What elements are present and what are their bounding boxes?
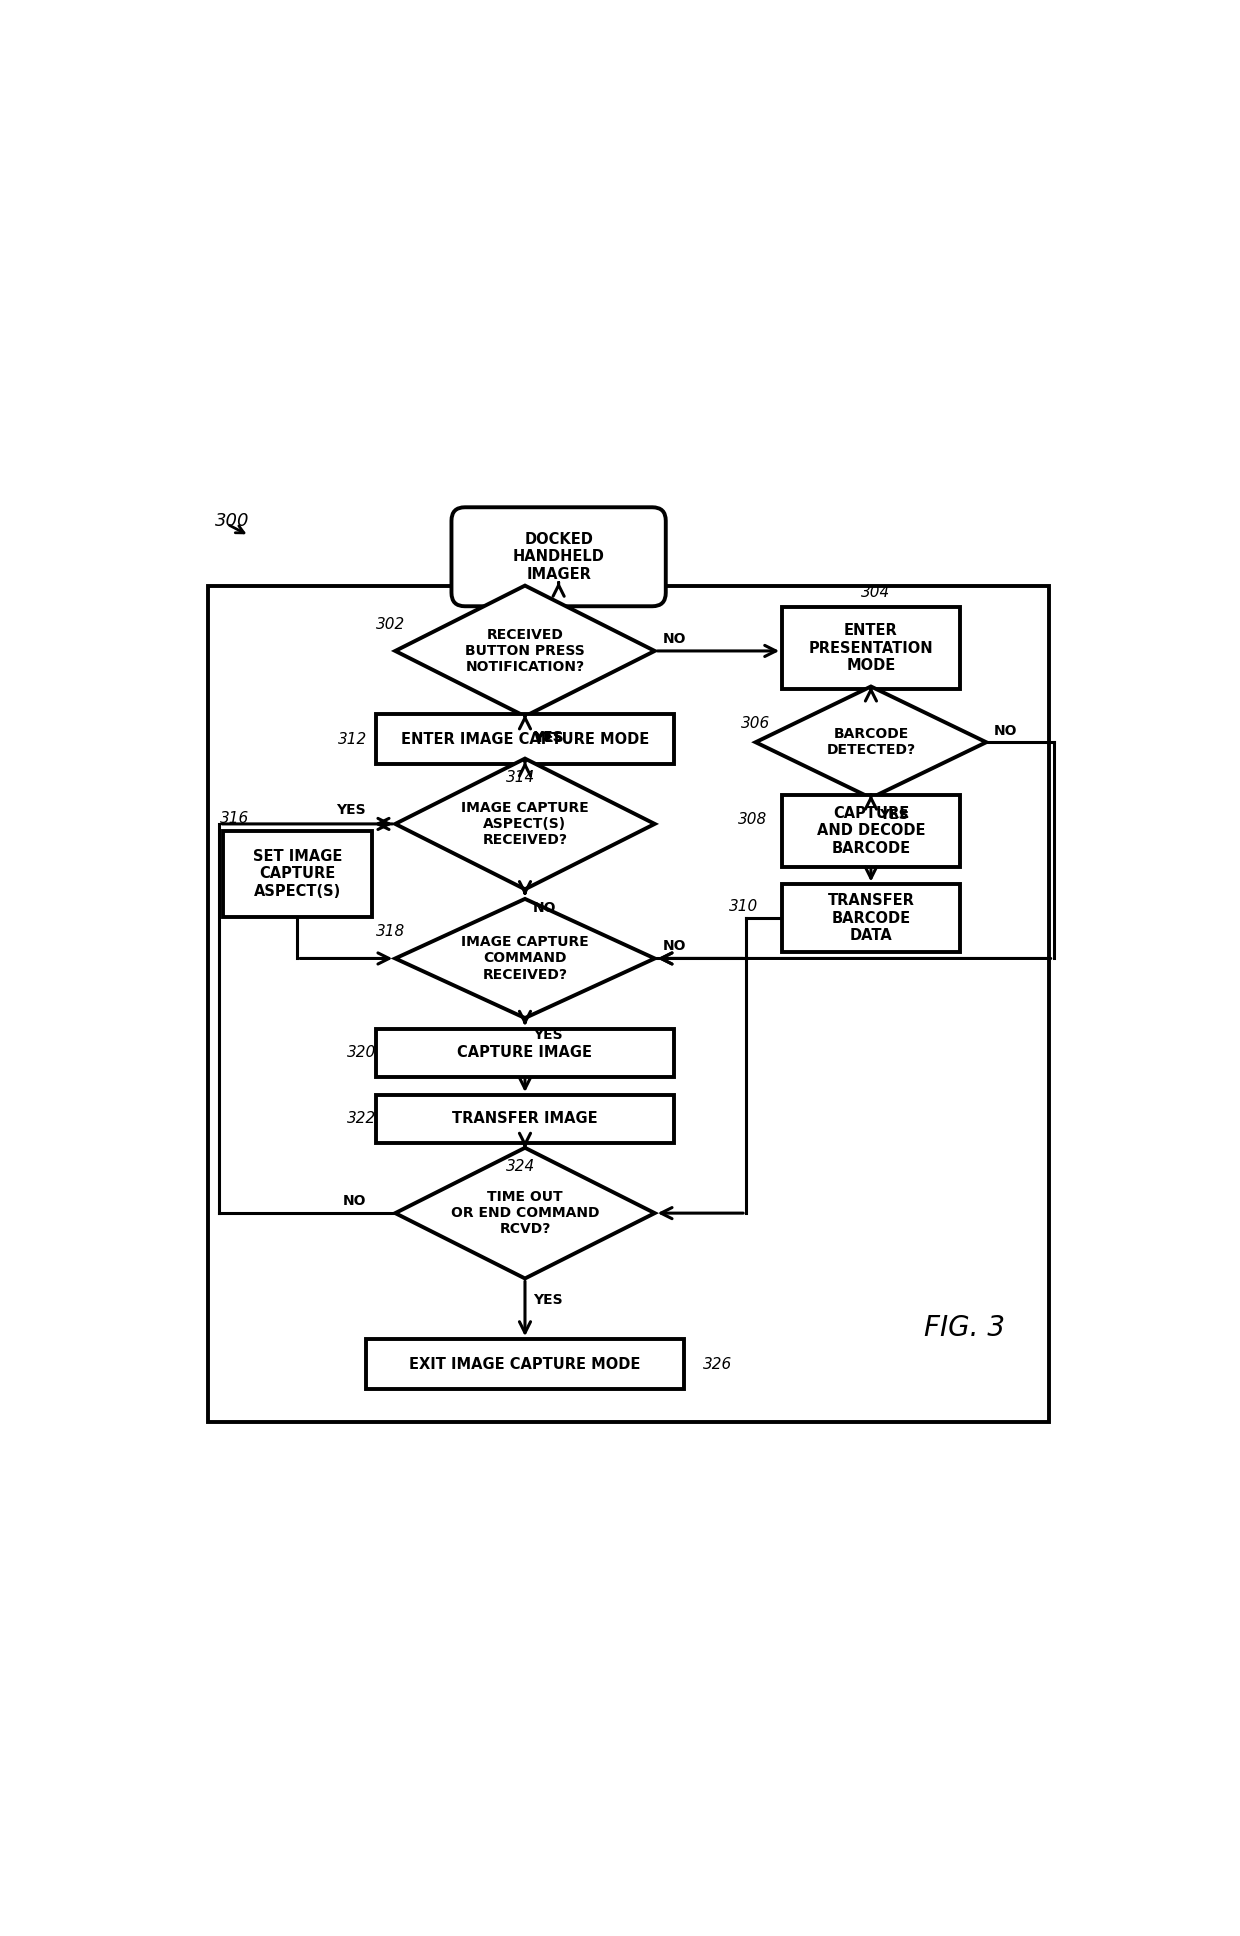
Text: 318: 318 xyxy=(376,923,405,939)
Bar xyxy=(782,608,960,689)
Polygon shape xyxy=(396,898,655,1018)
Text: 310: 310 xyxy=(729,898,758,914)
Bar xyxy=(208,585,1049,1421)
Text: NO: NO xyxy=(342,1195,366,1208)
Text: 312: 312 xyxy=(337,732,367,747)
Polygon shape xyxy=(396,759,655,889)
Text: IMAGE CAPTURE
ASPECT(S)
RECEIVED?: IMAGE CAPTURE ASPECT(S) RECEIVED? xyxy=(461,802,589,848)
Polygon shape xyxy=(755,687,986,798)
Text: CAPTURE
AND DECODE
BARCODE: CAPTURE AND DECODE BARCODE xyxy=(817,805,925,856)
Text: 314: 314 xyxy=(506,771,534,786)
Text: YES: YES xyxy=(533,1028,562,1042)
Text: NO: NO xyxy=(533,902,557,916)
Text: TIME OUT
OR END COMMAND
RCVD?: TIME OUT OR END COMMAND RCVD? xyxy=(450,1191,599,1237)
Text: 324: 324 xyxy=(506,1160,534,1175)
FancyBboxPatch shape xyxy=(451,507,666,606)
Polygon shape xyxy=(396,1148,655,1278)
Text: TRANSFER
BARCODE
DATA: TRANSFER BARCODE DATA xyxy=(827,892,914,943)
Text: FIG. 3: FIG. 3 xyxy=(924,1315,1004,1342)
Text: 326: 326 xyxy=(703,1357,732,1371)
Text: NO: NO xyxy=(662,939,686,953)
Bar xyxy=(223,831,372,918)
Text: ENTER
PRESENTATION
MODE: ENTER PRESENTATION MODE xyxy=(808,623,934,674)
Text: 300: 300 xyxy=(215,513,249,530)
Text: NO: NO xyxy=(662,633,686,647)
Bar xyxy=(367,1340,683,1388)
Text: BARCODE
DETECTED?: BARCODE DETECTED? xyxy=(826,728,915,757)
Bar xyxy=(782,794,960,867)
Bar xyxy=(376,1028,675,1076)
Text: NO: NO xyxy=(994,724,1018,738)
Text: YES: YES xyxy=(336,803,366,817)
Bar xyxy=(376,1096,675,1142)
Text: YES: YES xyxy=(533,730,562,745)
Text: 304: 304 xyxy=(862,585,890,600)
Text: YES: YES xyxy=(534,730,564,745)
Polygon shape xyxy=(396,585,655,716)
Text: TRANSFER IMAGE: TRANSFER IMAGE xyxy=(453,1111,598,1127)
Text: 306: 306 xyxy=(742,716,770,730)
Text: 302: 302 xyxy=(376,616,405,631)
Text: IMAGE CAPTURE
COMMAND
RECEIVED?: IMAGE CAPTURE COMMAND RECEIVED? xyxy=(461,935,589,982)
Text: EXIT IMAGE CAPTURE MODE: EXIT IMAGE CAPTURE MODE xyxy=(409,1357,641,1371)
Text: YES: YES xyxy=(533,1293,562,1307)
Text: YES: YES xyxy=(879,807,908,823)
Bar xyxy=(376,714,675,765)
Text: SET IMAGE
CAPTURE
ASPECT(S): SET IMAGE CAPTURE ASPECT(S) xyxy=(253,850,342,898)
Bar xyxy=(782,885,960,953)
Text: 316: 316 xyxy=(221,811,249,825)
Text: RECEIVED
BUTTON PRESS
NOTIFICATION?: RECEIVED BUTTON PRESS NOTIFICATION? xyxy=(465,627,585,674)
Text: 320: 320 xyxy=(347,1045,377,1061)
Text: CAPTURE IMAGE: CAPTURE IMAGE xyxy=(458,1045,593,1061)
Text: 308: 308 xyxy=(738,811,768,827)
Text: DOCKED
HANDHELD
IMAGER: DOCKED HANDHELD IMAGER xyxy=(512,532,605,581)
Text: 322: 322 xyxy=(347,1111,377,1127)
Text: ENTER IMAGE CAPTURE MODE: ENTER IMAGE CAPTURE MODE xyxy=(401,732,649,747)
